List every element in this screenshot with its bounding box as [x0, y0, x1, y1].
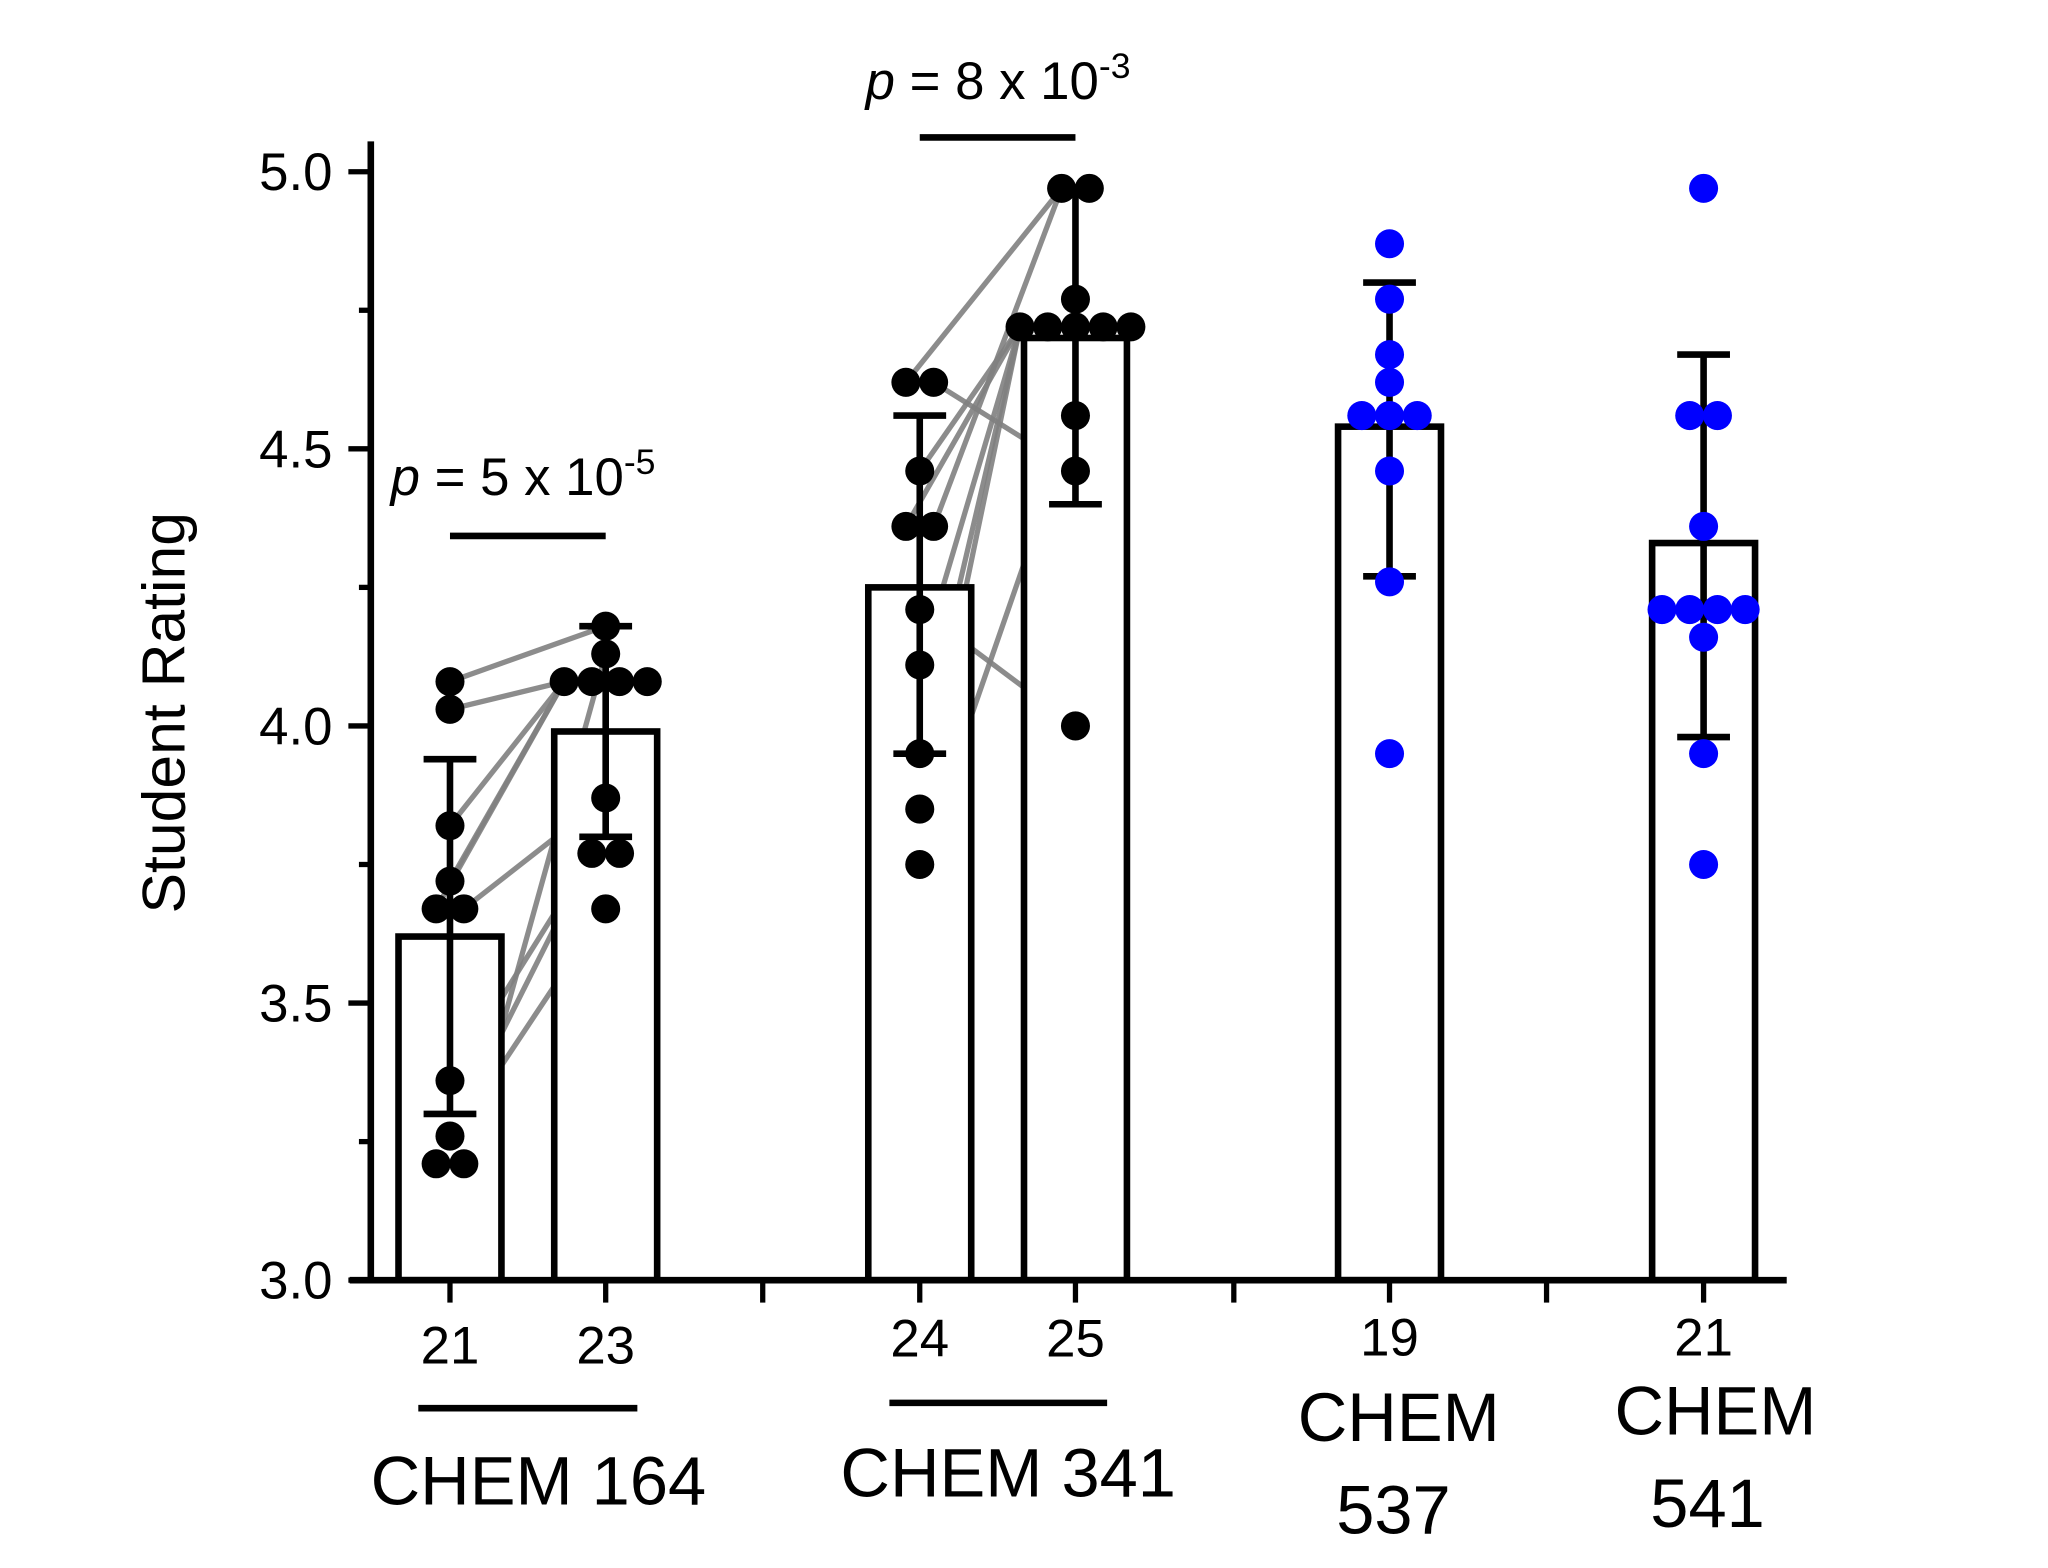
data-point [591, 894, 621, 924]
data-point [1647, 595, 1677, 625]
data-point [905, 595, 935, 625]
x-tick-label-n: 21 [1674, 1308, 1733, 1367]
pair-line [447, 679, 567, 828]
data-point [449, 1149, 479, 1179]
data-point [1060, 284, 1090, 314]
data-point [435, 811, 465, 841]
axes: 21 23 24 25 19 21 3.0 3.5 4.0 4.5 5.0 [259, 141, 1787, 1375]
data-point [449, 894, 479, 924]
data-point [435, 667, 465, 697]
data-point [421, 894, 451, 924]
data-point [905, 739, 935, 769]
data-point [577, 667, 607, 697]
group-label-chem537-line1: CHEM [1298, 1379, 1500, 1456]
data-point [591, 783, 621, 813]
data-point [905, 650, 935, 680]
data-point [1347, 401, 1377, 431]
data-point [435, 866, 465, 896]
data-point [1005, 312, 1035, 342]
data-point [1689, 849, 1719, 880]
p-value-annotation-chem341: p = 8 x 10-3 [864, 46, 1131, 111]
data-point [1074, 173, 1104, 203]
data-point [1702, 401, 1732, 431]
pair-line [449, 623, 607, 685]
data-point [1375, 229, 1405, 259]
data-point [1689, 173, 1719, 203]
bar [1334, 423, 1445, 1284]
data-point [605, 838, 635, 868]
data-point [435, 1066, 465, 1096]
pair-line [931, 187, 1065, 528]
data-point [1689, 511, 1719, 541]
data-point [591, 611, 621, 641]
x-tick-label-n: 25 [1046, 1310, 1105, 1369]
bars [395, 334, 1759, 1284]
pair-lines [433, 186, 1078, 1166]
p-value-annotation-chem164: p = 5 x 10-5 [389, 442, 656, 507]
group-label-chem541-line1: CHEM [1614, 1373, 1816, 1450]
data-point [421, 1149, 451, 1179]
y-tick-label: 3.5 [259, 975, 332, 1034]
data-point [632, 667, 662, 697]
data-point [1116, 312, 1146, 342]
data-point [1730, 595, 1760, 625]
data-points [421, 173, 1760, 1179]
data-point [591, 639, 621, 669]
pair-line [903, 186, 1064, 384]
data-point [1402, 401, 1432, 431]
data-point [1375, 340, 1405, 370]
bar [1020, 334, 1131, 1284]
data-point [605, 667, 635, 697]
data-point [891, 367, 921, 397]
data-point [919, 367, 949, 397]
pair-line [903, 325, 1023, 528]
data-point [1375, 367, 1405, 397]
data-point [1088, 312, 1118, 342]
data-point [1375, 567, 1405, 597]
data-point [1675, 401, 1705, 431]
y-tick-label: 4.0 [259, 697, 332, 756]
data-point [1375, 739, 1405, 769]
group-label-chem537-line2: 537 [1336, 1472, 1450, 1549]
data-point [435, 1121, 465, 1151]
data-point [891, 511, 921, 541]
data-point [1675, 595, 1705, 625]
data-point [1375, 284, 1405, 314]
data-point [905, 794, 935, 824]
group-label-chem164: CHEM 164 [371, 1442, 707, 1519]
x-tick-label-n: 24 [890, 1310, 949, 1369]
data-point [435, 694, 465, 724]
data-point [905, 456, 935, 486]
x-tick-label-n: 23 [576, 1316, 635, 1375]
x-tick-label-n: 21 [421, 1316, 480, 1375]
data-point [1060, 456, 1090, 486]
group-label-chem341: CHEM 341 [840, 1435, 1176, 1512]
data-point [1047, 173, 1077, 203]
data-point [1060, 711, 1090, 741]
data-point [1689, 622, 1719, 652]
group-label-chem541-line2: 541 [1650, 1465, 1764, 1542]
y-tick-label: 5.0 [259, 143, 332, 202]
data-point [1060, 312, 1090, 342]
pair-line [449, 679, 565, 712]
data-point [1060, 401, 1090, 431]
data-point [549, 667, 579, 697]
data-point [1375, 401, 1405, 431]
data-point [1033, 312, 1063, 342]
data-point [1702, 595, 1732, 625]
y-axis-label: Student Rating [130, 512, 198, 913]
data-point [577, 838, 607, 868]
data-point [905, 849, 935, 880]
y-tick-label: 3.0 [259, 1252, 332, 1311]
data-point [919, 511, 949, 541]
x-tick-label-n: 19 [1360, 1308, 1419, 1367]
y-tick-label: 4.5 [259, 420, 332, 479]
data-point [1689, 739, 1719, 769]
data-point [1375, 456, 1405, 486]
